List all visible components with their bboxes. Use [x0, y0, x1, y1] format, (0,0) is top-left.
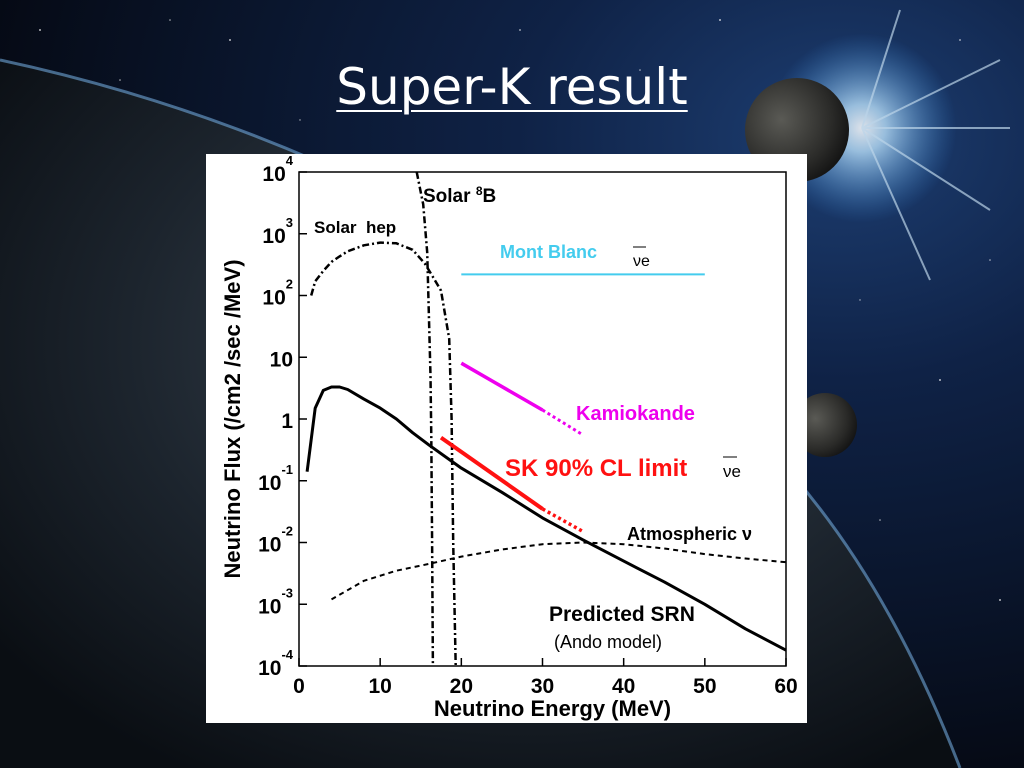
- nu-e-sk: νe: [723, 462, 741, 481]
- series-kamiokande-line: [460, 361, 544, 412]
- y-tick-label: 104: [262, 154, 293, 186]
- y-tick-label: 102: [262, 277, 293, 310]
- annotation-ando-model: (Ando model): [554, 632, 662, 652]
- chart-panel: 0 10 20 30 40 50 60 104 103 102 10 1 10-1 10-2 10-3 10-…: [206, 154, 807, 723]
- x-tick-label: 10: [368, 675, 391, 698]
- y-tick-label: 103: [262, 215, 293, 248]
- annotation-solar-8b: Solar 8B: [423, 184, 496, 207]
- y-tick-label: 1: [281, 410, 293, 433]
- x-tick-label: 0: [293, 675, 305, 698]
- x-tick-label: 60: [774, 675, 797, 698]
- y-tick-label: 10: [270, 348, 293, 371]
- x-tick-label: 30: [531, 675, 554, 698]
- annotation-kamiokande: Kamiokande: [576, 403, 695, 425]
- y-tick-label: 10-2: [258, 524, 293, 557]
- y-tick-label: 10-1: [258, 462, 293, 495]
- series-sk-90-cl-limit-extension: [541, 507, 584, 534]
- annotation-sk-limit: SK 90% CL limit: [505, 455, 687, 482]
- flux-chart: 0 10 20 30 40 50 6010410310210110-110-210-310-…: [220, 154, 798, 721]
- series-predicted-srn-line: [305, 385, 787, 652]
- annotation-predicted-srn: Predicted SRN: [549, 603, 695, 626]
- x-tick-label: 50: [693, 675, 716, 698]
- annotation-atmospheric: Atmospheric ν: [627, 524, 752, 544]
- annotation-mont-blanc: Mont Blanc: [500, 242, 597, 262]
- series-solar-8b-line: [415, 171, 435, 667]
- y-tick-label: 10-4: [258, 647, 294, 680]
- y-axis-label: Neutrino Flux (/cm2 /sec /MeV): [220, 259, 245, 578]
- annotation-solar-hep: Solar hep: [314, 218, 396, 237]
- x-tick-label: 40: [612, 675, 635, 698]
- y-tick-label: 10-3: [258, 585, 293, 618]
- x-tick-label: 20: [450, 675, 473, 698]
- series-solar-hep-line: [309, 241, 457, 667]
- series-sk-90-cl-limit-line: [439, 435, 544, 511]
- series-atmospheric-line: [331, 541, 787, 601]
- series-kamiokande-extension: [541, 408, 584, 437]
- x-axis-label: Neutrino Energy (MeV): [434, 696, 671, 721]
- slide-title: Super-K result: [336, 58, 688, 116]
- nu-e-mont-blanc: νe: [633, 253, 650, 270]
